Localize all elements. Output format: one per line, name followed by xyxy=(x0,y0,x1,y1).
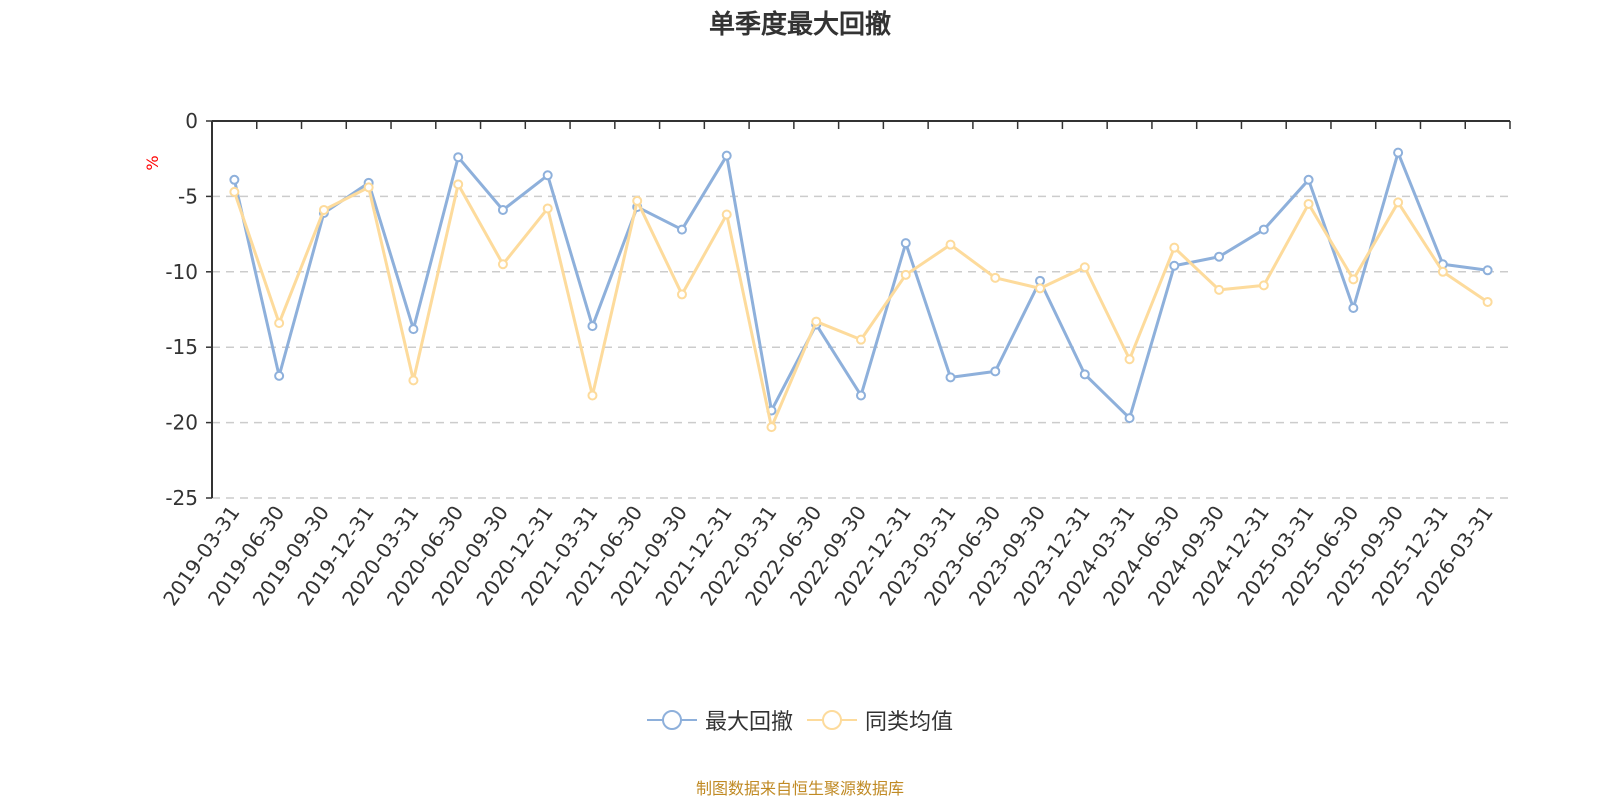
data-point xyxy=(587,321,598,332)
y-tick-label: -25 xyxy=(165,486,198,510)
data-point xyxy=(229,174,240,185)
data-point xyxy=(363,182,374,193)
data-point xyxy=(1482,296,1493,307)
data-point xyxy=(274,370,285,381)
legend-line-icon xyxy=(646,710,697,730)
data-point xyxy=(632,195,643,206)
data-point xyxy=(1393,147,1404,158)
data-point xyxy=(900,238,911,249)
data-point xyxy=(497,259,508,270)
data-point xyxy=(1124,413,1135,424)
legend-label: 同类均值 xyxy=(865,710,954,735)
y-axis-label: % xyxy=(143,155,162,170)
data-source-note: 制图数据来自恒生聚源数据库 xyxy=(695,779,904,798)
data-point xyxy=(1214,251,1225,262)
legend-item-peer-average[interactable]: 同类均值 xyxy=(807,704,953,736)
data-point xyxy=(318,204,329,215)
data-point xyxy=(1437,266,1448,277)
series-0 xyxy=(229,147,1493,424)
data-point xyxy=(1258,224,1269,235)
data-point xyxy=(229,186,240,197)
y-tick-label: 0 xyxy=(185,109,198,133)
data-point xyxy=(1035,283,1046,294)
data-point xyxy=(453,179,464,190)
y-tick-label: -15 xyxy=(165,335,198,359)
data-point xyxy=(1258,280,1269,291)
data-point xyxy=(408,375,419,386)
data-point xyxy=(1169,242,1180,253)
legend: 最大回撤 同类均值 xyxy=(0,704,1600,736)
data-point xyxy=(587,390,598,401)
data-point xyxy=(408,324,419,335)
data-point xyxy=(1124,354,1135,365)
legend-item-max-drawdown[interactable]: 最大回撤 xyxy=(646,704,793,736)
data-point xyxy=(990,366,1001,377)
y-tick-label: -5 xyxy=(178,184,198,208)
data-point xyxy=(542,170,553,181)
data-point xyxy=(453,152,464,163)
data-point xyxy=(676,224,687,235)
data-point xyxy=(721,150,732,161)
data-point xyxy=(1482,265,1493,276)
chart-title: 单季度最大回撤 xyxy=(708,10,891,40)
data-point xyxy=(945,372,956,383)
legend-label: 最大回撤 xyxy=(704,710,793,735)
series-line xyxy=(232,151,1488,420)
data-point xyxy=(274,318,285,329)
data-point xyxy=(721,209,732,220)
data-point xyxy=(1079,369,1090,380)
data-point xyxy=(990,272,1001,283)
data-point xyxy=(945,239,956,250)
data-point xyxy=(856,390,866,401)
legend-line-icon xyxy=(807,710,857,730)
data-point xyxy=(900,269,911,280)
data-point xyxy=(1169,260,1180,271)
data-point xyxy=(1303,174,1314,185)
data-point xyxy=(1214,284,1225,295)
y-tick-label: -10 xyxy=(165,260,198,284)
data-point xyxy=(766,422,777,433)
data-point xyxy=(542,203,553,214)
data-point xyxy=(497,204,508,215)
y-tick-label: -20 xyxy=(165,411,198,435)
series-1 xyxy=(229,179,1493,433)
data-point xyxy=(1079,262,1090,273)
data-point xyxy=(1348,274,1359,285)
series-layer xyxy=(229,147,1493,433)
data-point xyxy=(856,334,866,345)
data-point xyxy=(1393,197,1404,208)
data-point xyxy=(811,316,822,327)
data-point xyxy=(1348,302,1359,313)
data-point xyxy=(1303,198,1314,209)
data-point xyxy=(676,289,687,300)
